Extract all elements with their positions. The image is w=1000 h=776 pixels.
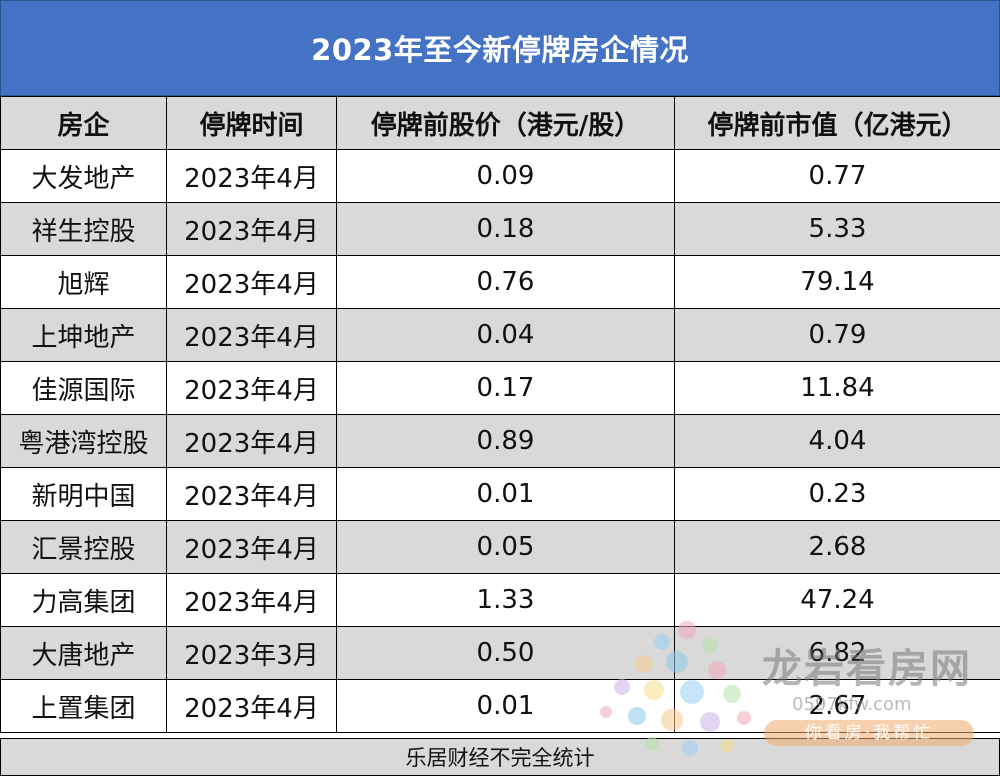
cell-market-cap: 0.79 xyxy=(675,309,1000,362)
cell-share-price: 0.18 xyxy=(337,203,675,256)
cell-suspension-time: 2023年4月 xyxy=(167,574,337,627)
cell-suspension-time: 2023年4月 xyxy=(167,150,337,203)
cell-suspension-time: 2023年4月 xyxy=(167,256,337,309)
cell-company: 新明中国 xyxy=(1,468,167,521)
cell-suspension-time: 2023年4月 xyxy=(167,521,337,574)
cell-company: 旭辉 xyxy=(1,256,167,309)
cell-suspension-time: 2023年4月 xyxy=(167,415,337,468)
cell-company: 大发地产 xyxy=(1,150,167,203)
cell-company: 大唐地产 xyxy=(1,627,167,680)
cell-suspension-time: 2023年4月 xyxy=(167,468,337,521)
header-suspension-time: 停牌时间 xyxy=(167,97,337,150)
cell-share-price: 1.33 xyxy=(337,574,675,627)
cell-market-cap: 4.04 xyxy=(675,415,1000,468)
cell-market-cap: 5.33 xyxy=(675,203,1000,256)
cell-suspension-time: 2023年4月 xyxy=(167,362,337,415)
cell-suspension-time: 2023年4月 xyxy=(167,203,337,256)
cell-share-price: 0.01 xyxy=(337,468,675,521)
cell-company: 力高集团 xyxy=(1,574,167,627)
table-footer: 乐居财经不完全统计 xyxy=(0,738,1000,776)
table-title: 2023年至今新停牌房企情况 xyxy=(0,0,1000,96)
cell-company: 上坤地产 xyxy=(1,309,167,362)
cell-market-cap: 11.84 xyxy=(675,362,1000,415)
cell-market-cap: 2.67 xyxy=(675,680,1000,733)
cell-market-cap: 0.77 xyxy=(675,150,1000,203)
cell-suspension-time: 2023年4月 xyxy=(167,309,337,362)
cell-market-cap: 0.23 xyxy=(675,468,1000,521)
cell-share-price: 0.09 xyxy=(337,150,675,203)
cell-company: 粤港湾控股 xyxy=(1,415,167,468)
cell-suspension-time: 2023年3月 xyxy=(167,627,337,680)
cell-market-cap: 2.68 xyxy=(675,521,1000,574)
cell-share-price: 0.50 xyxy=(337,627,675,680)
header-share-price: 停牌前股价（港元/股） xyxy=(337,97,675,150)
cell-market-cap: 6.82 xyxy=(675,627,1000,680)
cell-market-cap: 47.24 xyxy=(675,574,1000,627)
header-market-cap: 停牌前市值（亿港元） xyxy=(675,97,1000,150)
cell-company: 汇景控股 xyxy=(1,521,167,574)
cell-share-price: 0.17 xyxy=(337,362,675,415)
cell-market-cap: 79.14 xyxy=(675,256,1000,309)
cell-company: 上置集团 xyxy=(1,680,167,733)
cell-suspension-time: 2023年4月 xyxy=(167,680,337,733)
cell-company: 佳源国际 xyxy=(1,362,167,415)
header-company: 房企 xyxy=(1,97,167,150)
cell-share-price: 0.89 xyxy=(337,415,675,468)
cell-company: 祥生控股 xyxy=(1,203,167,256)
cell-share-price: 0.76 xyxy=(337,256,675,309)
header-row: 房企 停牌时间 停牌前股价（港元/股） 停牌前市值（亿港元） xyxy=(1,97,1000,150)
cell-share-price: 0.04 xyxy=(337,309,675,362)
cell-share-price: 0.01 xyxy=(337,680,675,733)
cell-share-price: 0.05 xyxy=(337,521,675,574)
